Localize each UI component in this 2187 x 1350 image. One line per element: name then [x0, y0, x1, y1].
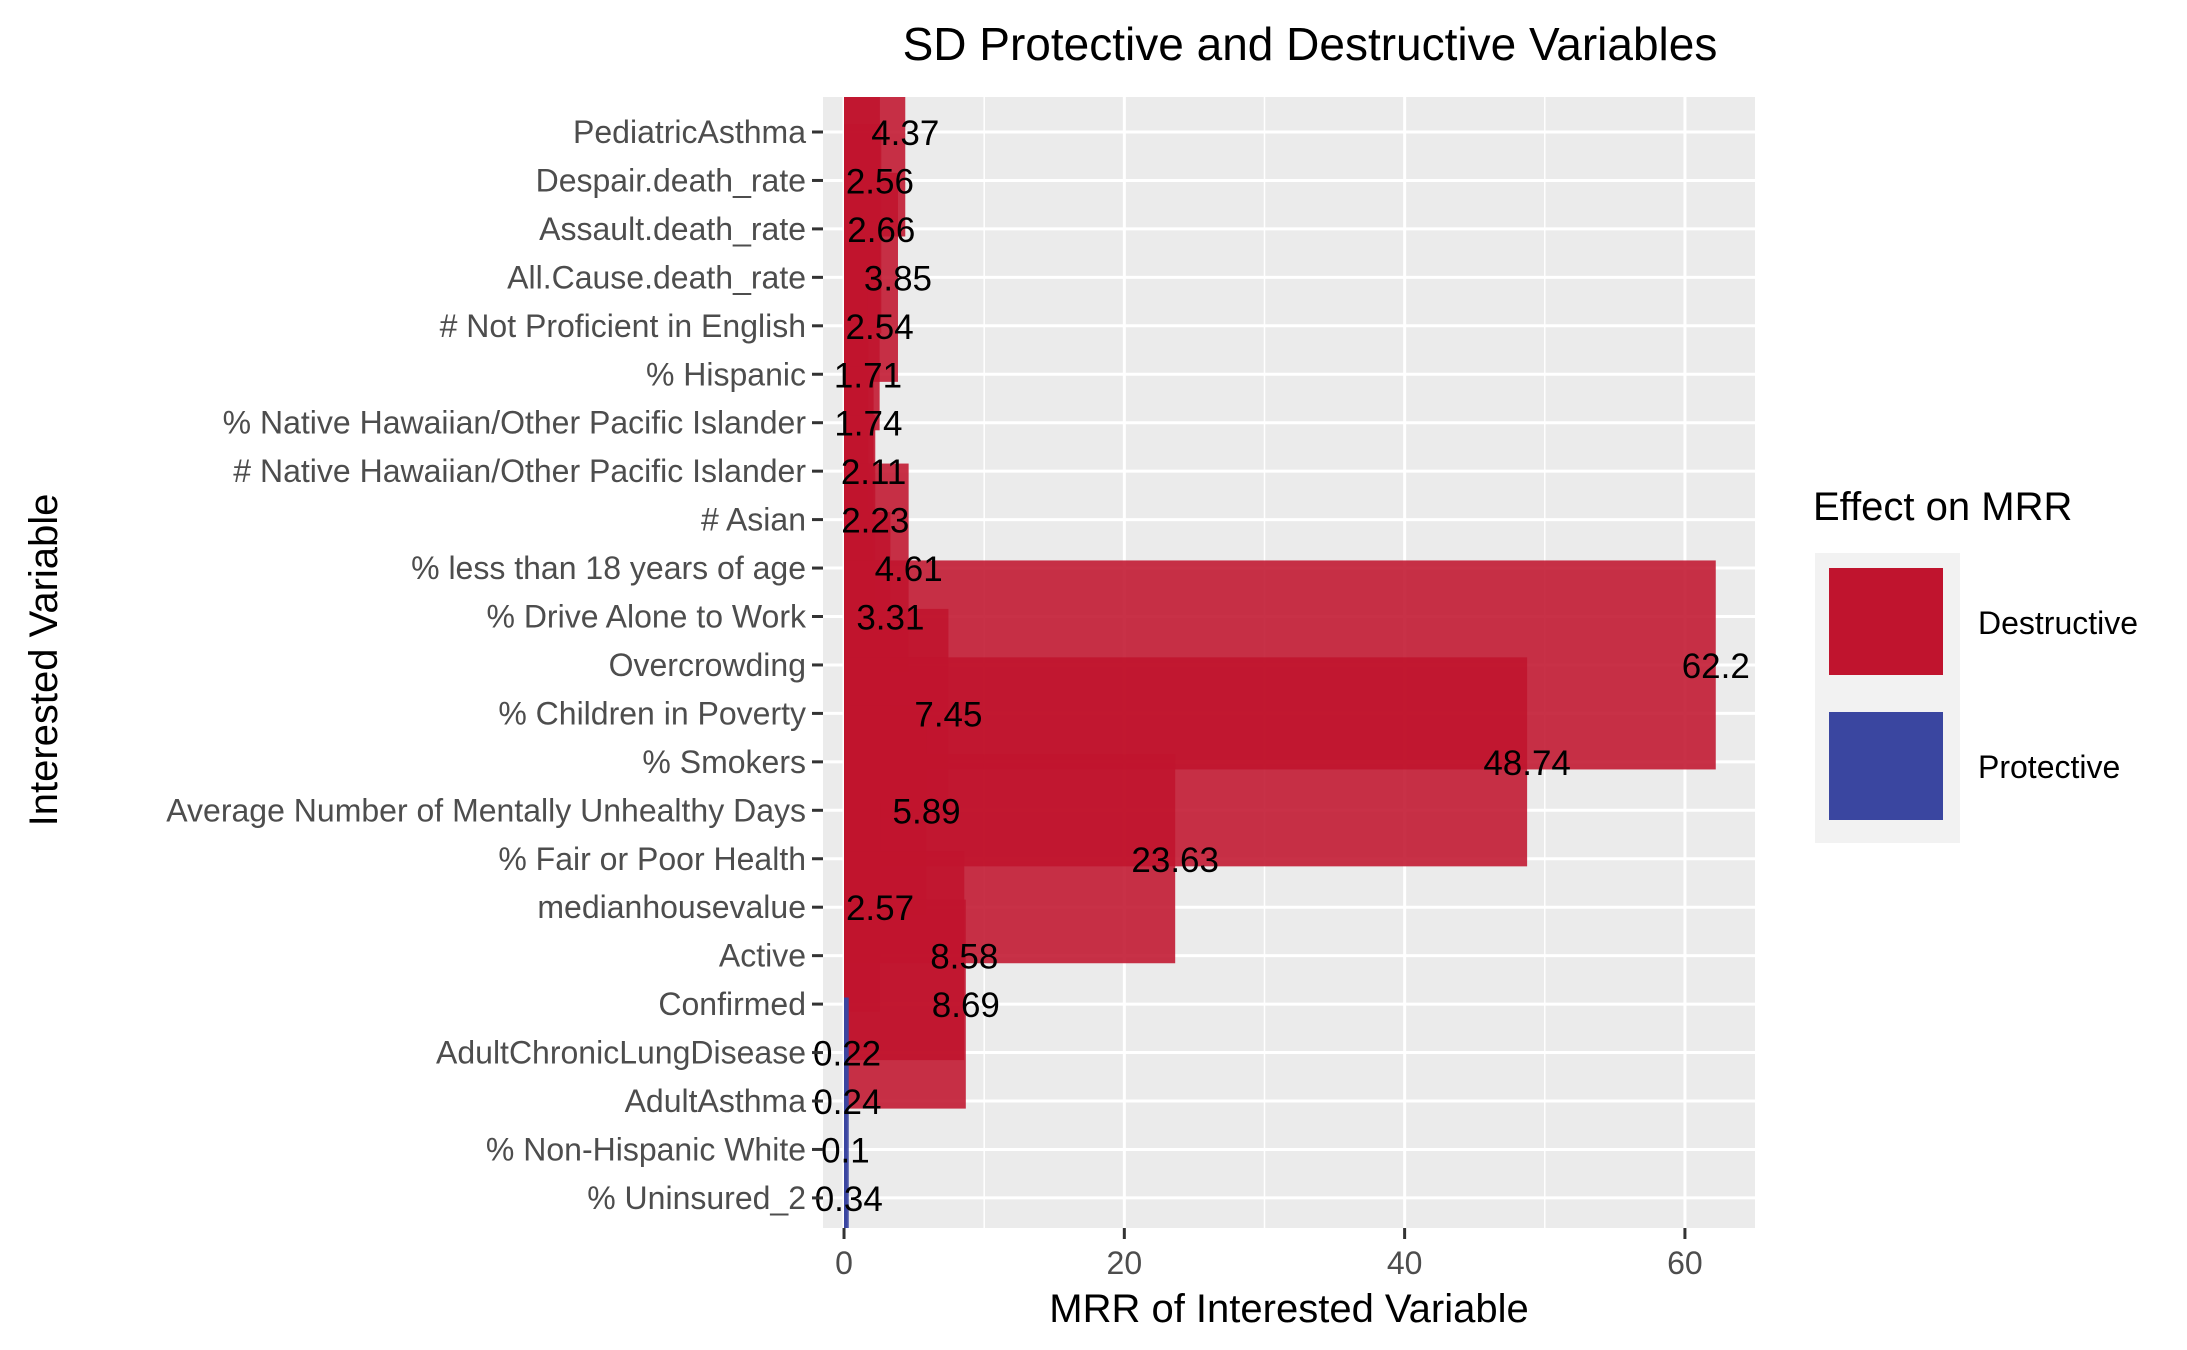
value-label: 0.34 — [815, 1180, 883, 1219]
y-tick-label: medianhousevalue — [537, 889, 806, 925]
y-tick-label: % Native Hawaiian/Other Pacific Islander — [223, 405, 807, 441]
y-tick-label: % Smokers — [642, 744, 806, 780]
x-tick-label: 40 — [1387, 1245, 1423, 1281]
y-tick-label: Assault.death_rate — [539, 211, 806, 247]
y-tick-label: # Native Hawaiian/Other Pacific Islander — [233, 453, 806, 489]
value-label: 3.31 — [856, 599, 924, 638]
y-tick-label: All.Cause.death_rate — [507, 259, 806, 295]
value-label: 7.45 — [914, 695, 982, 734]
legend-key-protective — [1829, 712, 1943, 820]
value-label: 2.56 — [846, 162, 914, 201]
value-label: 0.24 — [813, 1083, 881, 1122]
value-label: 2.23 — [841, 502, 909, 541]
y-tick-label: % Children in Poverty — [498, 695, 806, 731]
y-tick-label: Overcrowding — [609, 647, 806, 683]
y-tick-label: Confirmed — [658, 986, 806, 1022]
legend-title: Effect on MRR — [1813, 485, 2072, 529]
x-tick-label: 0 — [835, 1245, 853, 1281]
value-label: 2.11 — [841, 453, 907, 492]
value-labels: 4.37 2.56 2.66 3.85 2.54 1.71 1.74 2.11 2.23 4.61… — [813, 114, 1750, 1219]
y-tick-label: % Hispanic — [646, 356, 806, 392]
y-tick-label: PediatricAsthma — [573, 114, 806, 150]
y-axis: PediatricAsthma Despair.death_rate Assault… — [166, 114, 823, 1216]
value-label: 1.74 — [834, 405, 902, 444]
y-tick-label: Average Number of Mentally Unhealthy Day… — [166, 792, 806, 828]
bar-confirmed — [844, 899, 966, 1109]
value-label: 2.66 — [847, 211, 915, 250]
value-label: 2.57 — [846, 889, 914, 928]
legend-label-protective: Protective — [1978, 749, 2120, 785]
value-label: 2.54 — [846, 308, 914, 347]
value-label: 5.89 — [893, 792, 961, 831]
chart-title: SD Protective and Destructive Variables — [903, 18, 1718, 70]
value-label: 4.37 — [871, 114, 939, 153]
y-tick-label: Active — [719, 938, 806, 974]
y-tick-label: AdultAsthma — [625, 1083, 807, 1119]
y-axis-title: Interested Variable — [22, 494, 66, 827]
x-tick-label: 20 — [1107, 1245, 1143, 1281]
legend-label-destructive: Destructive — [1978, 605, 2138, 641]
bars — [844, 97, 1716, 1228]
y-tick-label: % less than 18 years of age — [411, 550, 806, 586]
x-tick-label: 60 — [1667, 1245, 1703, 1281]
x-axis-title: MRR of Interested Variable — [1049, 1287, 1528, 1331]
y-tick-label: Despair.death_rate — [536, 162, 806, 198]
legend: Effect on MRR Destructive Protective — [1813, 485, 2138, 843]
value-label: 48.74 — [1483, 744, 1571, 783]
y-tick-label: % Non-Hispanic White — [486, 1131, 806, 1167]
y-tick-label: % Uninsured_2 — [587, 1180, 806, 1216]
y-tick-label: % Fair or Poor Health — [498, 841, 806, 877]
value-label: 1.71 — [834, 356, 902, 395]
value-label: 8.58 — [930, 938, 998, 977]
x-axis: 0 20 40 60 — [835, 1228, 1703, 1281]
value-label: 4.61 — [875, 550, 943, 589]
legend-key-destructive — [1829, 568, 1943, 675]
value-label: 8.69 — [932, 986, 1000, 1025]
value-label: 0.1 — [821, 1131, 870, 1170]
value-label: 23.63 — [1131, 841, 1219, 880]
y-tick-label: # Not Proficient in English — [440, 308, 806, 344]
y-tick-label: % Drive Alone to Work — [486, 599, 807, 635]
value-label: 0.22 — [813, 1035, 881, 1074]
y-tick-label: AdultChronicLungDisease — [436, 1035, 806, 1071]
bar-uninsured-2 — [844, 997, 849, 1228]
value-label: 3.85 — [864, 259, 932, 298]
value-label: 62.2 — [1682, 647, 1750, 686]
y-tick-label: # Asian — [701, 502, 806, 538]
